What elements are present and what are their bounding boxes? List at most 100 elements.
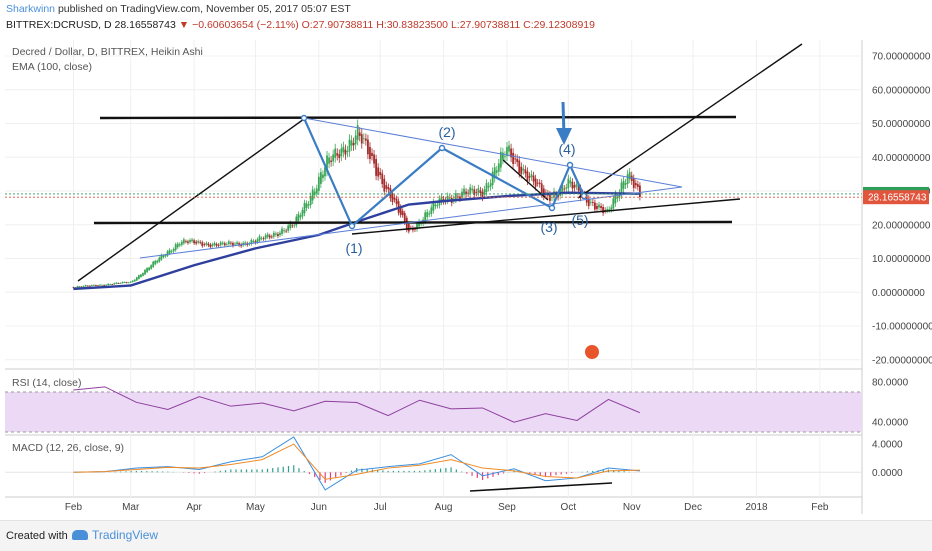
candle-body — [391, 193, 394, 202]
time-tick-label: May — [246, 502, 265, 513]
candle-body — [575, 184, 578, 187]
rsi-tick-label: 40.0000 — [872, 418, 909, 429]
candle-body — [131, 280, 134, 283]
last-price: 28.16558743 — [114, 19, 176, 31]
rsi-tick-label: 80.0000 — [872, 378, 909, 389]
candle-body — [510, 148, 512, 158]
price-tick-label: 60.00000000 — [872, 85, 931, 96]
candle-body — [573, 185, 576, 188]
signal-line — [73, 443, 640, 480]
candle-body — [158, 257, 161, 262]
tradingview-brand[interactable]: TradingView — [72, 528, 158, 542]
candle-body — [338, 154, 341, 158]
candle-body — [565, 187, 568, 189]
candle-body — [225, 243, 228, 245]
candle-body — [604, 210, 607, 211]
candle-body — [272, 232, 275, 237]
candle-body — [598, 204, 600, 208]
candle-body — [403, 213, 406, 223]
wave-point — [348, 222, 356, 230]
candle-body — [487, 185, 490, 188]
candle-body — [127, 282, 130, 284]
author-link[interactable]: Sharkwinn — [6, 3, 56, 15]
price-tick-label: 20.00000000 — [872, 220, 931, 231]
candle-body — [203, 244, 206, 246]
candle-body — [238, 243, 240, 246]
candle-body — [461, 191, 463, 198]
price-label-box — [863, 190, 929, 205]
candle-body — [596, 205, 598, 209]
candle-body — [121, 281, 124, 284]
candle-body — [97, 285, 99, 287]
candle-body — [516, 158, 519, 163]
wave-point — [566, 161, 574, 169]
candle-body — [340, 148, 343, 157]
candle-body — [395, 198, 398, 204]
candle-body — [522, 168, 525, 171]
candle-body — [84, 285, 87, 287]
breakout-trendline — [577, 43, 803, 199]
macd-trendline — [469, 482, 613, 492]
candle-body — [432, 201, 435, 211]
candle-body — [540, 183, 543, 194]
candle-body — [324, 167, 326, 177]
candle-body — [428, 213, 431, 215]
candle-body — [356, 125, 359, 140]
time-tick-label: Aug — [435, 502, 453, 513]
candle-body — [86, 285, 89, 287]
candle-body — [536, 182, 539, 184]
candle-body — [352, 143, 355, 146]
candle-body — [454, 193, 457, 200]
macd-tick-label: 4.0000 — [872, 440, 903, 451]
candle-body — [162, 255, 165, 258]
candle-body — [571, 181, 574, 189]
candle-body — [375, 159, 377, 176]
candle-body — [215, 244, 218, 246]
wave-label: (1) — [345, 240, 362, 256]
candle-body — [266, 234, 269, 237]
candle-body — [369, 146, 371, 159]
candle-body — [217, 244, 220, 246]
candle-body — [608, 209, 611, 210]
candle-body — [479, 190, 482, 194]
candle-body — [223, 243, 226, 246]
candle-body — [146, 268, 148, 273]
candle-body — [313, 191, 316, 195]
ema-indicator-title: EMA (100, close) — [12, 61, 92, 73]
tradingview-cloud-icon — [72, 530, 88, 540]
candle-body — [350, 140, 353, 146]
candle-body — [385, 185, 388, 189]
candle-body — [291, 225, 294, 227]
candle-body — [555, 194, 557, 196]
candle-body — [362, 138, 365, 140]
candle-body — [334, 148, 337, 158]
price-tick-label: 10.00000000 — [872, 254, 931, 265]
chart-canvas[interactable]: 70.00000000 60.00000000 50.00000000 40.0000… — [0, 0, 932, 520]
chart-header: Sharkwinn published on TradingView.com, … — [0, 0, 932, 36]
candle-body — [289, 222, 292, 229]
candle-body — [103, 284, 106, 286]
candle-body — [493, 167, 496, 179]
created-with-label: Created with — [6, 530, 68, 542]
candle-body — [180, 241, 183, 245]
candle-body — [315, 188, 318, 194]
candle-body — [193, 240, 195, 244]
candle-body — [512, 152, 515, 164]
candle-body — [489, 183, 492, 187]
candle-body — [105, 284, 108, 286]
candle-body — [285, 230, 288, 232]
candle-body — [144, 269, 146, 275]
candle-body — [418, 221, 420, 227]
candle-body — [436, 205, 439, 207]
wave-point — [548, 204, 556, 212]
candle-body — [322, 174, 324, 179]
candle-body — [634, 183, 637, 186]
candle-body — [483, 189, 486, 195]
candle-body — [475, 192, 478, 194]
candle-body — [88, 285, 91, 287]
candle-body — [477, 188, 480, 193]
candle-body — [393, 197, 396, 200]
candle-body — [221, 242, 224, 244]
candle-body — [636, 184, 639, 187]
candle-body — [92, 284, 95, 286]
